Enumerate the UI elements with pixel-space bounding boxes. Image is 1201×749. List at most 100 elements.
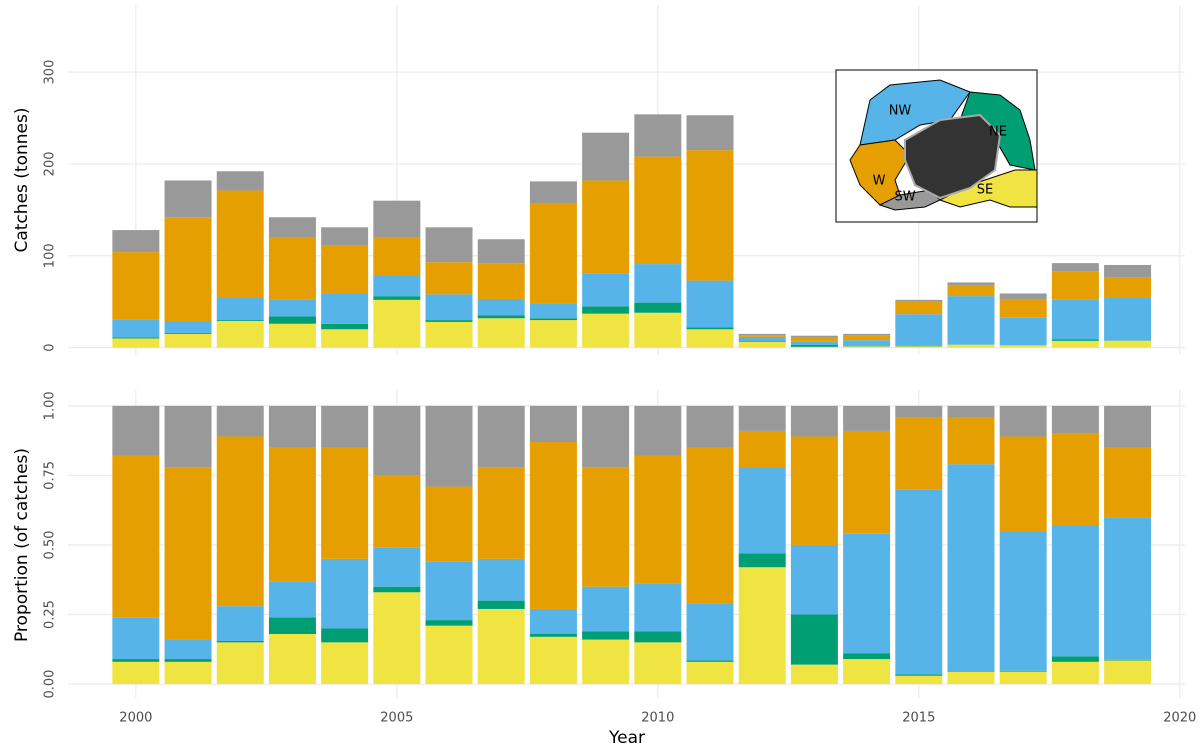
bar-segment (947, 464, 995, 672)
bar-segment (216, 298, 264, 321)
bar-segment (529, 303, 577, 319)
bar-segment (268, 634, 316, 685)
bar-segment (112, 338, 160, 348)
bar-segment (477, 263, 525, 299)
bar-segment (164, 217, 212, 322)
map-region-label: W (873, 174, 886, 189)
bar-segment (738, 341, 786, 348)
bar-segment (947, 405, 995, 417)
bar-segment (582, 306, 630, 314)
x-tick-label: 2015 (902, 711, 935, 726)
bar-segment (112, 337, 160, 339)
bar-segment (843, 659, 891, 685)
bar-segment (738, 553, 786, 568)
bar-segment (843, 430, 891, 534)
bar-segment (1104, 298, 1152, 341)
bar-segment (164, 661, 212, 685)
bar-segment (1104, 264, 1152, 278)
bar-segment (738, 567, 786, 685)
bar-segment (582, 405, 630, 468)
bar-segment (164, 639, 212, 660)
bar-segment (999, 670, 1047, 672)
bar-segment (112, 230, 160, 253)
bar-segment (634, 583, 682, 632)
bar-segment (164, 659, 212, 662)
bar-segment (947, 282, 995, 286)
bar-segment (634, 312, 682, 348)
bar-segment (477, 298, 525, 316)
bar-segment (843, 533, 891, 654)
bar-segment (999, 436, 1047, 532)
bar-segment (477, 405, 525, 468)
bar-segment (790, 341, 838, 345)
y-axis-title: Proportion (of catches) (12, 448, 32, 642)
bar-segment (790, 614, 838, 665)
bar-segment (112, 319, 160, 338)
bar-segment (321, 293, 369, 324)
bar-segment (686, 280, 734, 328)
y-axis-title: Catches (tonnes) (12, 108, 32, 253)
bar-segment (634, 264, 682, 303)
bar-segment (686, 327, 734, 330)
bar-segment (895, 299, 943, 302)
bar-segment (634, 114, 682, 157)
bar-segment (373, 475, 421, 548)
bar-segment (321, 558, 369, 629)
bar-segment (790, 336, 838, 342)
map-region-label: NE (989, 125, 1007, 140)
bar-segment (268, 299, 316, 317)
bar-segment (895, 416, 943, 490)
bar-segment (529, 203, 577, 304)
bar-segment (164, 321, 212, 333)
bar-segment (112, 661, 160, 685)
bar-segment (268, 617, 316, 635)
bar-segment (634, 156, 682, 265)
bar-segment (373, 405, 421, 476)
bar-segment (686, 115, 734, 151)
bar-segment (790, 344, 838, 347)
bar-segment (999, 345, 1047, 348)
bar-segment (112, 659, 160, 662)
bar-segment (686, 660, 734, 662)
bar-segment (947, 344, 995, 348)
bar-segment (895, 346, 943, 348)
bar-segment (1104, 660, 1152, 685)
bar-segment (790, 664, 838, 685)
bar-segment (425, 262, 473, 295)
bar-segment (947, 671, 995, 685)
bar-segment (425, 294, 473, 321)
bar-segment (582, 631, 630, 640)
bar-segment (112, 455, 160, 618)
bar-segment (373, 299, 421, 348)
bar-segment (947, 671, 995, 672)
bar-segment (373, 200, 421, 238)
bar-segment (1051, 271, 1099, 300)
bar-segment (216, 436, 264, 607)
bar-segment (529, 405, 577, 443)
bar-segment (790, 405, 838, 437)
bar-segment (373, 275, 421, 297)
y-tick-label: 1.00 (43, 391, 58, 420)
x-tick-label: 2020 (1163, 711, 1196, 726)
bar-segment (634, 631, 682, 643)
bar-segment (634, 405, 682, 456)
bar-segment (477, 315, 525, 319)
bar-segment (112, 617, 160, 660)
y-tick-label: 100 (43, 243, 58, 268)
bar-segment (373, 296, 421, 300)
bar-segment (321, 447, 369, 559)
bar-segment (634, 642, 682, 685)
bar-segment (1104, 277, 1152, 299)
bar-segment (1051, 299, 1099, 340)
y-tick-label: 0.00 (43, 670, 58, 699)
bar-segment (164, 180, 212, 218)
bar-segment (634, 455, 682, 584)
bar-segment (947, 285, 995, 297)
bar-segment (999, 317, 1047, 345)
bar-segment (1051, 661, 1099, 685)
bar-segment (738, 430, 786, 468)
bar-segment (164, 405, 212, 468)
map-region-label: SW (894, 190, 915, 205)
x-tick-label: 2000 (119, 711, 152, 726)
bar-segment (425, 321, 473, 348)
